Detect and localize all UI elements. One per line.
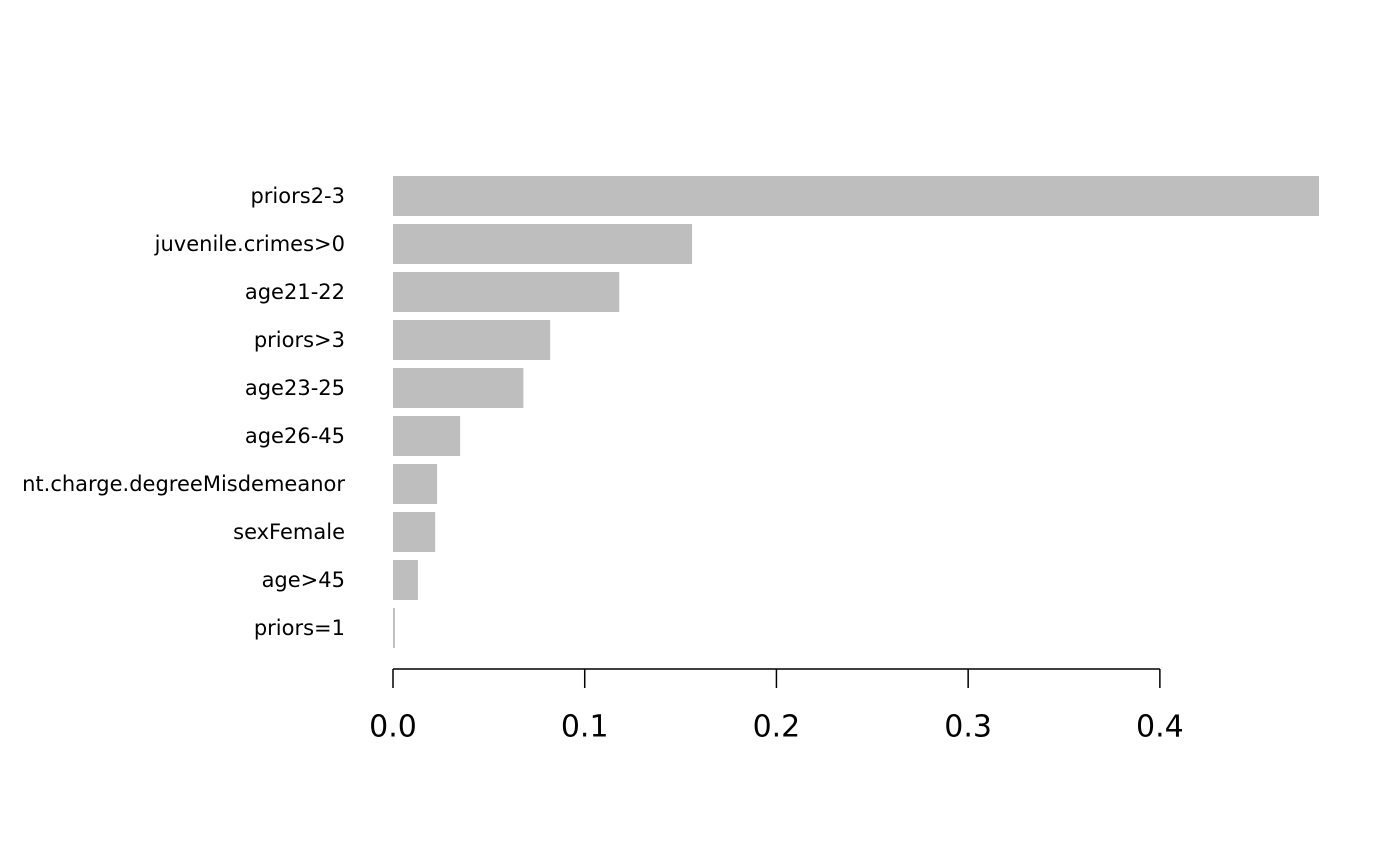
bar — [393, 320, 551, 360]
bar — [393, 272, 620, 312]
y-tick-label: priors=1 — [254, 616, 345, 640]
y-tick-label: priors>3 — [254, 328, 345, 352]
y-tick-label: sexFemale — [233, 520, 345, 544]
bar — [393, 608, 395, 648]
y-tick-label: juvenile.crimes>0 — [154, 232, 345, 256]
x-tick-label: 0.0 — [369, 710, 417, 745]
y-tick-label: age23-25 — [245, 376, 345, 400]
bar — [393, 560, 418, 600]
x-tick-label: 0.2 — [753, 710, 801, 745]
y-tick-label: nt.charge.degreeMisdemeanor — [22, 472, 345, 496]
x-tick-label: 0.3 — [944, 710, 992, 745]
bar — [393, 512, 436, 552]
bar — [393, 176, 1319, 216]
x-tick-label: 0.4 — [1136, 710, 1184, 745]
y-tick-label: age>45 — [262, 568, 345, 592]
bar — [393, 224, 693, 264]
y-tick-label: priors2-3 — [250, 184, 345, 208]
bar — [393, 368, 524, 408]
bar — [393, 464, 438, 504]
y-tick-label: age21-22 — [245, 280, 345, 304]
bar — [393, 416, 461, 456]
x-tick-label: 0.1 — [561, 710, 609, 745]
y-tick-label: age26-45 — [245, 424, 345, 448]
